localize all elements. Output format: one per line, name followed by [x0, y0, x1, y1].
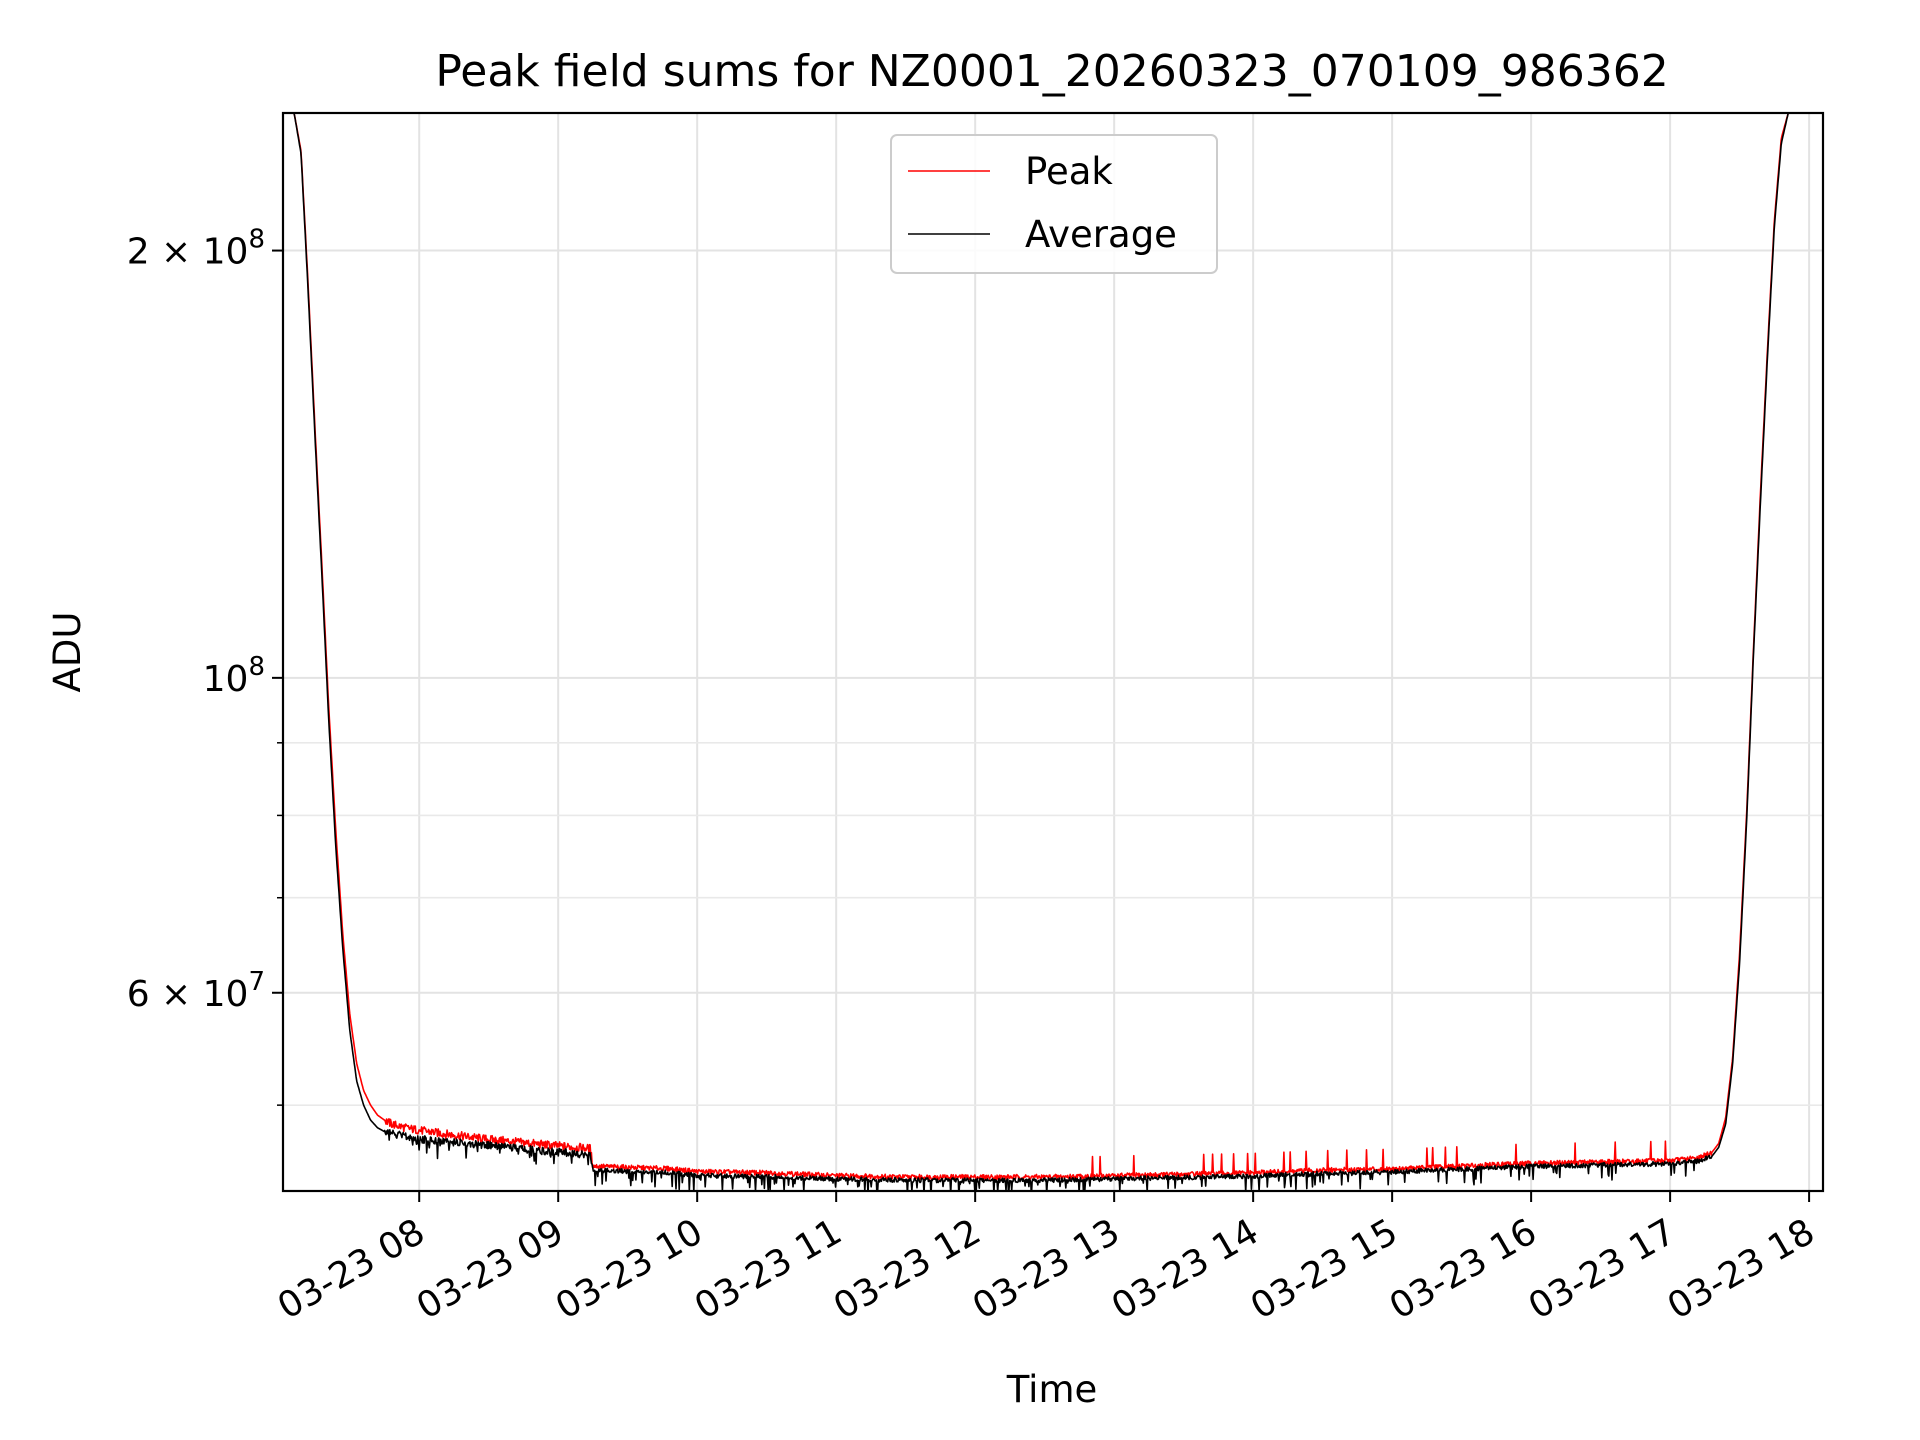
legend-box — [890, 134, 1218, 274]
series-line-average — [283, 113, 1810, 1191]
y-tick-label: 108 — [203, 652, 265, 700]
y-tick-base: 6 × 10 — [127, 974, 249, 1015]
y-tick-base: 2 × 10 — [127, 232, 249, 273]
series-layer — [283, 113, 1810, 1191]
x-axis-label: Time — [1006, 1368, 1098, 1411]
y-tick-label: 6 × 107 — [127, 967, 265, 1015]
legend: Peak Average — [890, 134, 1218, 274]
legend-label-average: Average — [1025, 213, 1177, 256]
y-tick-exponent: 8 — [248, 225, 265, 255]
grid — [283, 113, 1823, 1191]
y-tick-label: 2 × 108 — [127, 225, 265, 273]
legend-label-peak: Peak — [1025, 150, 1113, 193]
chart-title: Peak field sums for NZ0001_20260323_0701… — [435, 46, 1668, 97]
y-tick-base: 10 — [203, 659, 249, 700]
series-line-peak — [283, 113, 1810, 1181]
y-tick-exponent: 8 — [248, 652, 265, 682]
y-tick-exponent: 7 — [248, 967, 265, 997]
y-axis-label: ADU — [46, 612, 89, 693]
plot-frame — [281, 111, 1825, 1193]
